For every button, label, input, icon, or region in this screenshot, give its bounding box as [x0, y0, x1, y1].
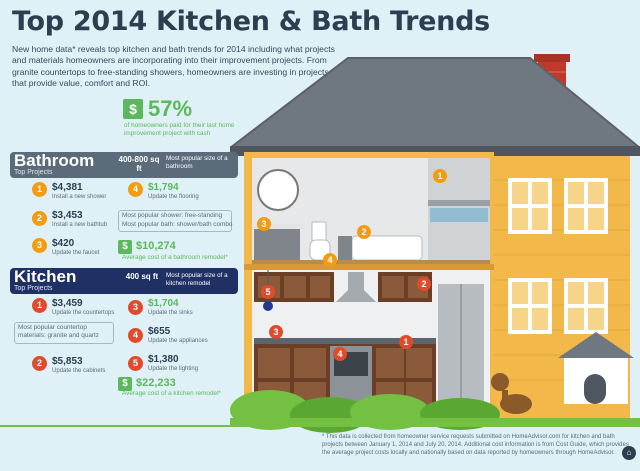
bath-item-2-label: Install a new bathtub — [52, 222, 108, 228]
bathroom-size: 400-800 sq ft — [118, 155, 160, 173]
kitchen-item-3-marker: 3 — [128, 300, 143, 315]
svg-text:1: 1 — [403, 337, 408, 347]
svg-text:5: 5 — [265, 287, 270, 297]
bath-item-4-price: $1,794 — [148, 182, 179, 193]
kitchen-avg-dollar-icon: $ — [118, 377, 132, 391]
bath-avg-price: $10,274 — [136, 240, 176, 252]
footnote: * This data is collected from homeowner … — [322, 434, 629, 456]
bath-item-2-price: $3,453 — [52, 210, 83, 221]
kitchen-avg-label: Average cost of a kitchen remodel* — [122, 390, 221, 397]
kitchen-item-2-label: Update the cabinets — [52, 368, 106, 374]
kitchen-size: 400 sq ft — [125, 272, 159, 281]
bath-note-shower: Most popular shower: free-standing — [122, 212, 223, 219]
bath-item-3-price: $420 — [52, 238, 75, 249]
svg-text:4: 4 — [337, 349, 342, 359]
kitchen-item-1-marker: 1 — [32, 298, 47, 313]
stat-description: of homeowners paid for their last home i… — [124, 122, 235, 137]
bath-avg-dollar-icon: $ — [118, 240, 132, 254]
kitchen-item-3-label: Update the sinks — [148, 310, 193, 316]
bath-note-bath: Most popular bath: shower/bath combo — [122, 221, 233, 228]
bath-note-bracket — [118, 210, 232, 232]
bath-item-4-marker: 4 — [128, 182, 143, 197]
kitchen-avg-price: $22,233 — [136, 377, 176, 389]
kitchen-item-2-price: $5,853 — [52, 356, 83, 367]
stat-value: 57% — [148, 96, 193, 121]
kitchen-title: Kitchen — [14, 267, 77, 286]
kitchen-note: Most popular countertop materials: grani… — [18, 324, 99, 340]
bath-avg-label: Average cost of a bathroom remodel* — [122, 254, 228, 261]
kitchen-item-5-price: $1,380 — [148, 354, 179, 365]
bathroom-header — [10, 152, 238, 178]
kitchen-item-5-marker: 5 — [128, 356, 143, 371]
svg-text:2: 2 — [421, 279, 426, 289]
bathroom-subtitle: Top Projects — [14, 169, 53, 176]
kitchen-size-desc: Most popular size of a kitchen remodel — [166, 272, 228, 287]
dollar-icon: $ — [123, 99, 143, 119]
page-title: Top 2014 Kitchen & Bath Trends — [12, 6, 490, 37]
kitchen-item-3-price: $1,704 — [148, 298, 179, 309]
kitchen-item-2-marker: 2 — [32, 356, 47, 371]
svg-text:3: 3 — [261, 219, 266, 229]
bath-item-2-marker: 2 — [32, 211, 47, 226]
house-illustration: 1 2 3 4 1 2 3 4 5 — [230, 54, 640, 433]
bath-item-1-marker: 1 — [32, 182, 47, 197]
kitchen-item-1-label: Update the countertops — [52, 310, 115, 316]
kitchen-item-1-price: $3,459 — [52, 298, 83, 309]
kitchen-subtitle: Top Projects — [14, 285, 53, 292]
svg-text:4: 4 — [327, 255, 332, 265]
svg-text:1: 1 — [437, 171, 442, 181]
intro-text: New home data* reveals top kitchen and b… — [12, 44, 335, 89]
kitchen-header — [10, 268, 238, 294]
kitchen-item-4-price: $655 — [148, 326, 171, 337]
bath-item-3-label: Update the faucet — [52, 250, 100, 256]
svg-text:3: 3 — [273, 327, 278, 337]
bathroom-size-desc: Most popular size of a bathroom — [166, 155, 228, 170]
bathroom-title: Bathroom — [14, 151, 95, 170]
brand-logo-icon: ⌂ — [622, 446, 636, 460]
svg-text:2: 2 — [361, 227, 366, 237]
bath-item-1-label: Install a new shower — [52, 194, 107, 200]
ground-line — [0, 425, 640, 427]
kitchen-item-5-label: Update the lighting — [148, 366, 199, 372]
bath-item-3-marker: 3 — [32, 238, 47, 253]
bath-item-1-price: $4,381 — [52, 182, 83, 193]
kitchen-note-bracket — [14, 322, 114, 344]
bath-item-4-label: Update the flooring — [148, 194, 199, 200]
kitchen-item-4-marker: 4 — [128, 328, 143, 343]
kitchen-item-4-label: Update the appliances — [148, 338, 208, 344]
